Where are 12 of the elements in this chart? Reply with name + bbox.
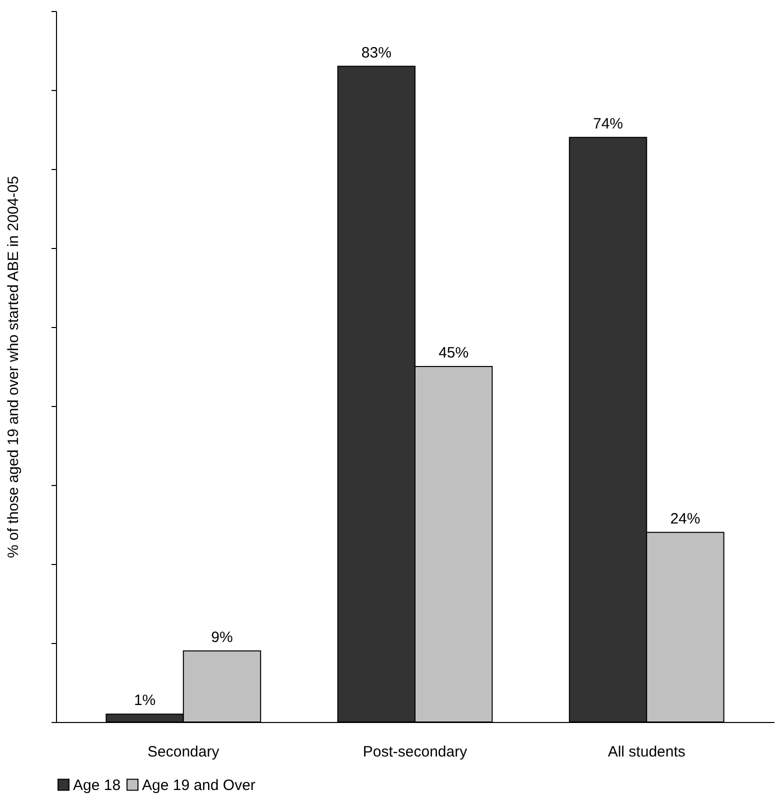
- data-label: 74%: [592, 115, 624, 132]
- legend-label: Age 19 and Over: [142, 776, 256, 794]
- x-tick-label: All students: [608, 744, 686, 760]
- x-tick-label: Secondary: [148, 744, 220, 760]
- data-label: 83%: [361, 44, 392, 62]
- x-tick-label: Post-secondary: [362, 744, 468, 760]
- data-label: 24%: [670, 510, 700, 528]
- data-label: 45%: [438, 344, 469, 362]
- legend-label: Age 18: [73, 776, 121, 794]
- y-axis-title: % of those aged 19 and over who started ABE in 2004-05: [5, 176, 22, 558]
- data-label: 9%: [211, 628, 233, 646]
- data-label: 1%: [134, 692, 156, 710]
